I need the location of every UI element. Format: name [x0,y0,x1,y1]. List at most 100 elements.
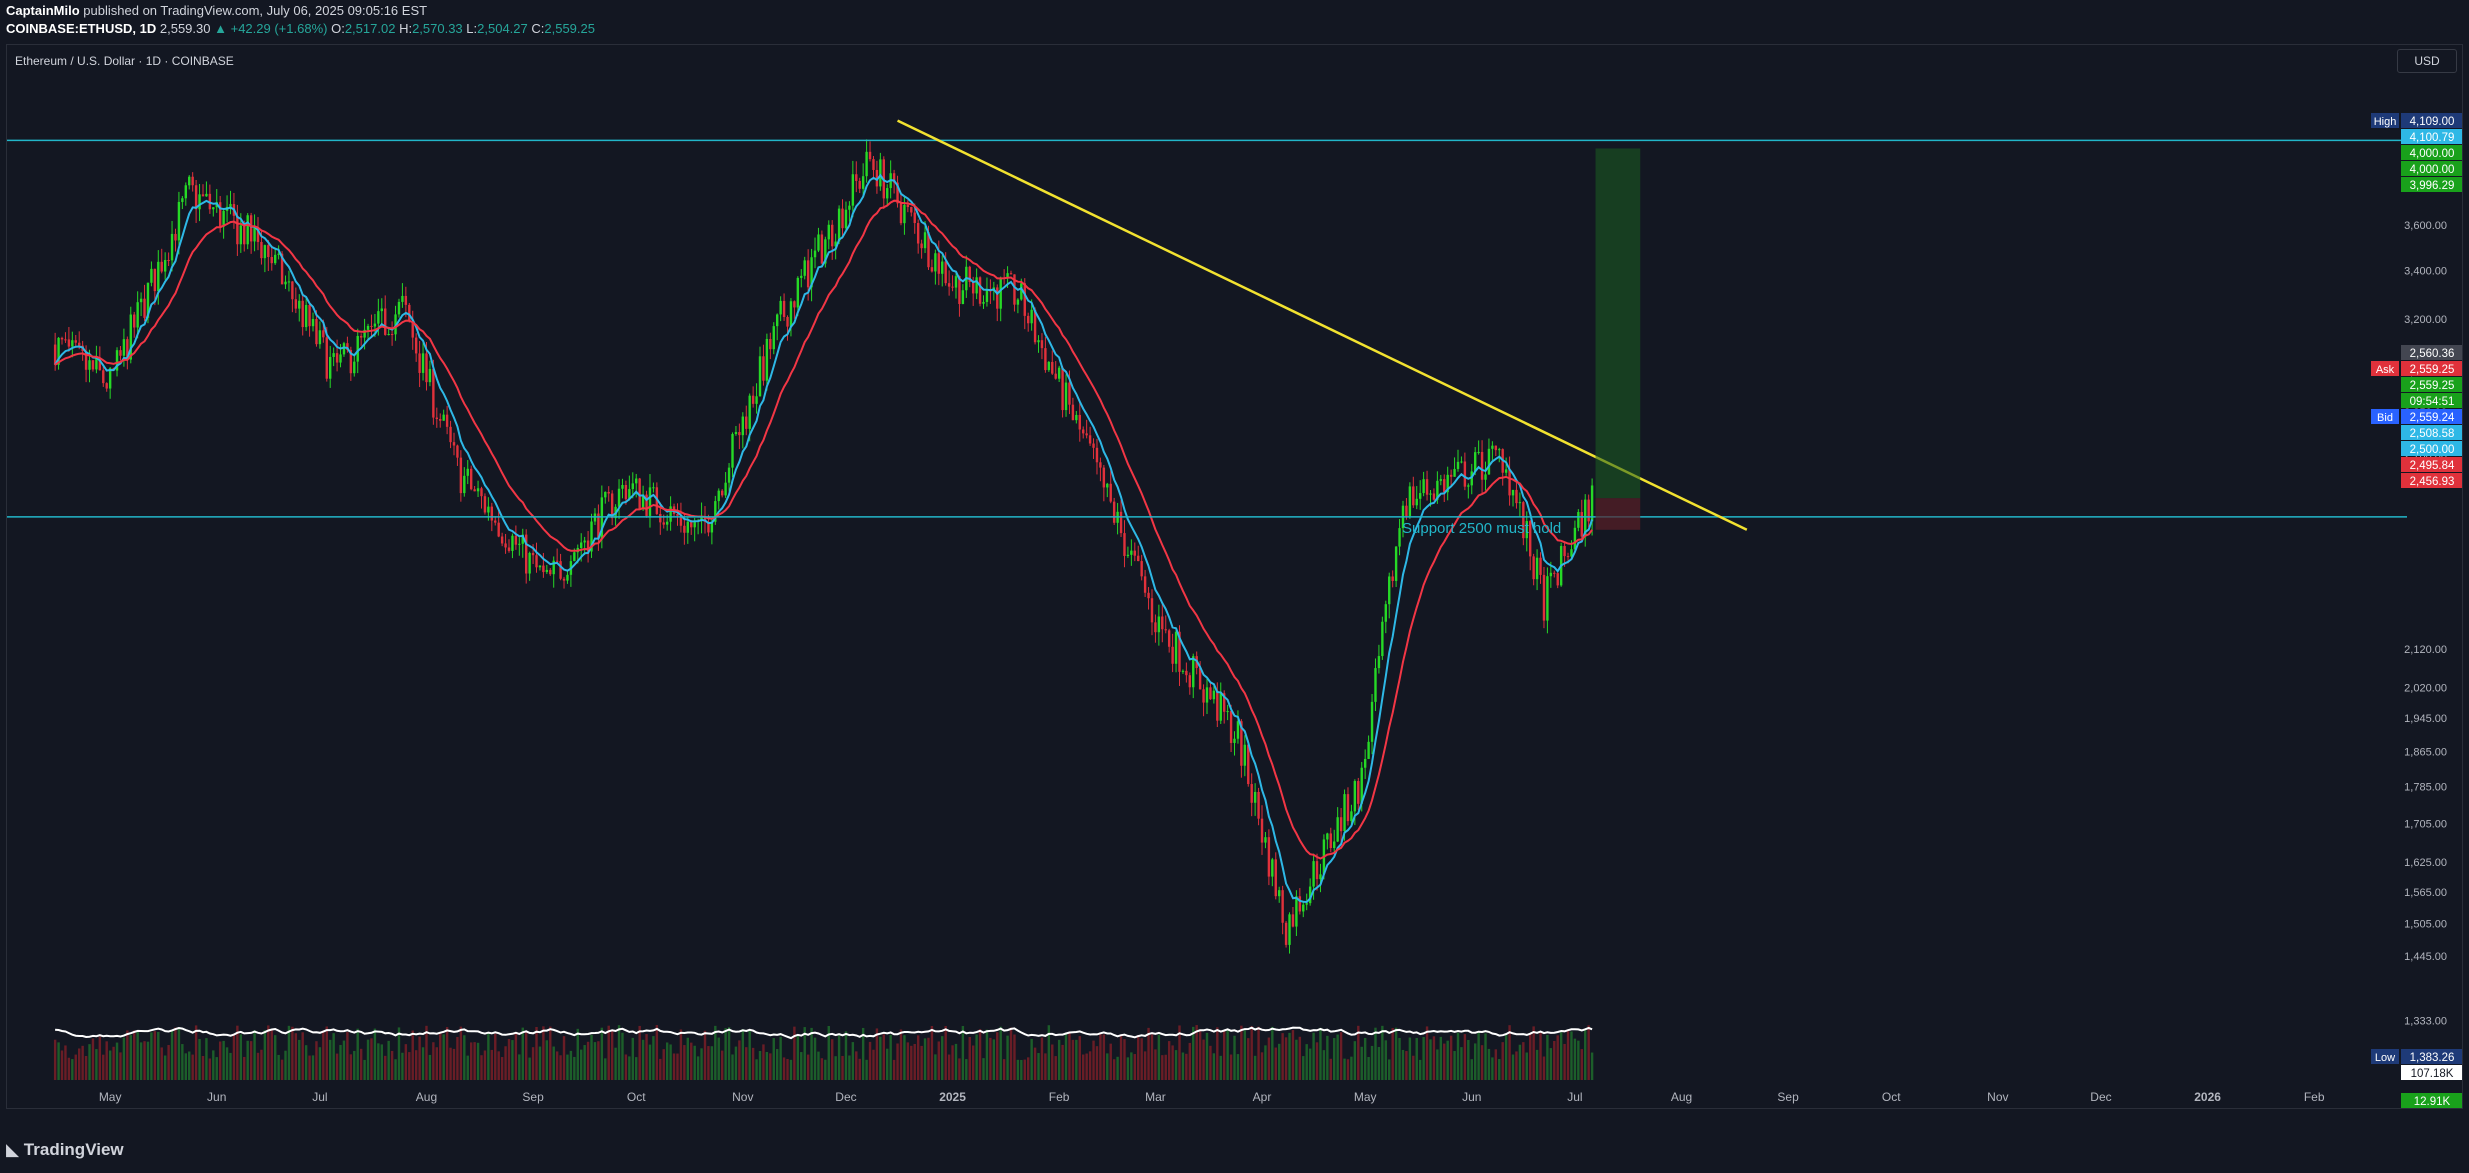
candle-body [1377,656,1381,669]
price-chart[interactable]: Ethereum / U.S. Dollar · 1D · COINBASE S… [7,45,2462,1108]
candle-body [700,516,703,521]
volume-bar [593,1042,597,1080]
candle-body [122,339,126,356]
price-label-tag: High [2374,116,2397,128]
volume-bar [1418,1059,1422,1080]
volume-bar [1363,1037,1367,1080]
volume-bar [982,1058,985,1080]
candle-body [631,483,634,490]
candle-body [1236,721,1240,739]
candle-body [1233,738,1236,743]
candle-body [1226,711,1229,713]
volume-bar [562,1036,566,1080]
volume-bar [1260,1052,1264,1080]
candle-body [1123,533,1126,556]
volume-bar [57,1042,60,1080]
chart-area[interactable]: Ethereum / U.S. Dollar · 1D · COINBASE S… [6,44,2463,1109]
volume-bar [1130,1052,1133,1080]
candle-body [1161,616,1164,630]
volume-bar [414,1050,418,1080]
candle-body [133,314,136,328]
price-label-value: 2,495.84 [2410,460,2455,472]
volume-bar [53,1039,57,1080]
volume-bar [724,1028,727,1080]
candle-body [480,488,483,497]
volume-bar [1181,1052,1185,1080]
candle-body [64,339,67,341]
price-label-value: 4,100.79 [2410,132,2455,144]
candle-body [1463,461,1467,487]
candle-body [91,360,95,370]
volume-bar [332,1033,335,1080]
candle-body [996,287,999,309]
x-axis-tick-label: May [99,1090,122,1104]
volume-bar [95,1049,98,1080]
volume-bar [1305,1044,1308,1080]
volume-bar [1590,1052,1594,1080]
volume-bar [291,1026,294,1080]
candle-body [1408,486,1412,517]
price-label-tag: Bid [2377,412,2393,424]
candle-body [280,253,284,285]
candle-body [445,414,449,427]
candle-body [779,300,782,315]
candle-body [414,337,418,354]
tradingview-logo[interactable]: ◣ TradingView [6,1140,124,1160]
candle-body [136,302,139,328]
volume-bar [301,1032,304,1080]
volume-bar [1312,1032,1315,1080]
candle-body [899,203,903,224]
candle-body [500,536,504,544]
candle-body [105,383,108,389]
candle-body [1298,896,1302,912]
candle-body [1525,521,1528,539]
candle-body [1522,502,1525,539]
volume-bar [325,1026,328,1080]
volume-bar [1167,1041,1171,1080]
candle-body [827,224,830,240]
candle-body [531,552,535,556]
currency-button[interactable]: USD [2397,49,2457,73]
chart-title: Ethereum / U.S. Dollar · 1D · COINBASE [15,54,234,68]
volume-bar [287,1025,291,1080]
volume-bar [659,1058,662,1080]
volume-bar [1412,1055,1415,1080]
candle-body [910,207,913,213]
volume-bar [373,1028,377,1080]
volume-bar [631,1037,634,1080]
candle-body [535,555,538,568]
volume-bar [511,1040,514,1080]
volume-bar [1281,1033,1284,1080]
candle-body [1319,874,1322,880]
volume-bar [1559,1032,1563,1080]
volume-bar [119,1052,122,1080]
low-value: 2,504.27 [477,21,528,36]
candle-body [1260,818,1264,843]
candle-body [273,254,277,264]
volume-bar [1453,1051,1456,1080]
volume-bar [806,1054,810,1080]
volume-bar [521,1027,524,1080]
candle-body [755,396,758,404]
candle-body [1188,675,1192,688]
volume-bar [1546,1034,1549,1080]
volume-bar [1016,1059,1020,1080]
candle-body [628,489,631,500]
volume-bar [439,1033,442,1080]
candle-body [518,543,521,545]
candle-body [222,210,225,227]
volume-bar [851,1042,855,1080]
author-name[interactable]: CaptainMilo [6,3,80,18]
candle-body [573,552,576,562]
candle-body [497,522,500,537]
volume-bar [576,1028,579,1080]
volume-bar [91,1038,95,1080]
candle-body [731,434,734,468]
volume-bar [174,1027,177,1080]
candle-body [1504,469,1508,473]
candle-body [408,304,411,322]
volume-bar [717,1037,720,1080]
candle-body [624,484,628,500]
x-axis-tick-label: 2025 [939,1090,966,1104]
volume-bar [315,1041,318,1080]
